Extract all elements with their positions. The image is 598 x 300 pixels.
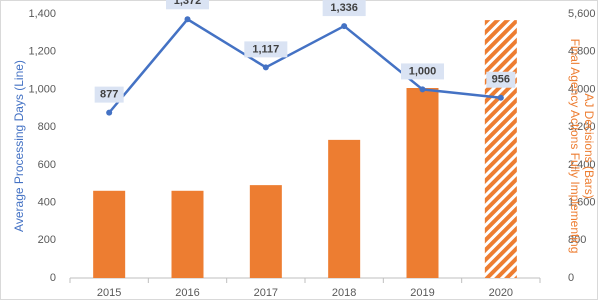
data-label: 1,000 <box>401 63 444 80</box>
y2-tick-label: 4,000 <box>568 83 596 95</box>
data-label-box <box>401 63 444 80</box>
point <box>419 86 426 93</box>
data-label-box <box>94 86 124 103</box>
data-label-box <box>486 71 516 88</box>
data-label-text: 1,372 <box>174 0 202 7</box>
y-tick-label: 800 <box>38 121 56 133</box>
data-label-box <box>166 0 209 10</box>
x-tick-label: 2018 <box>332 287 356 299</box>
point <box>497 94 504 101</box>
y2-tick-label: 800 <box>568 234 586 246</box>
data-label: 1,117 <box>244 41 288 58</box>
y-tick-label: 600 <box>38 159 56 171</box>
data-label-box <box>244 41 288 58</box>
data-label: 877 <box>94 86 124 103</box>
y-axis-label: Average Processing Days (Line) <box>12 60 26 232</box>
y2-tick-label: 5,600 <box>568 8 596 20</box>
data-label-box <box>322 0 366 17</box>
y2-tick-label: 1,600 <box>568 196 596 208</box>
data-label: 1,336 <box>322 0 366 17</box>
data-label-text: 1,117 <box>252 43 279 55</box>
data-label-text: 877 <box>100 89 118 101</box>
point <box>106 109 113 116</box>
y-tick-label: 1,200 <box>28 46 56 58</box>
bar <box>93 190 126 278</box>
bar <box>484 20 517 278</box>
y2-tick-label: 3,200 <box>568 121 596 133</box>
y-tick-label: 200 <box>38 234 56 246</box>
y2-tick-label: 2,400 <box>568 159 596 171</box>
y-tick-label: 1,000 <box>28 83 56 95</box>
x-tick-label: 2020 <box>489 287 513 299</box>
point <box>341 23 348 30</box>
data-label-text: 956 <box>492 74 510 86</box>
x-tick-label: 2017 <box>254 287 278 299</box>
data-label-text: 1,336 <box>330 2 358 14</box>
data-label: 1,372 <box>166 0 209 10</box>
x-tick-label: 2016 <box>175 287 199 299</box>
y2-axis-label: AJ Decisions (Bars) <box>582 93 596 198</box>
line <box>108 17 501 114</box>
y-tick-label: 1,400 <box>28 8 56 20</box>
bar <box>406 88 439 278</box>
y2-tick-label: 0 <box>568 272 574 284</box>
x-tick-label: 2015 <box>97 287 121 299</box>
bar <box>249 185 282 278</box>
data-label-text: 1,000 <box>409 65 437 77</box>
bar <box>328 139 361 278</box>
data-label: 956 <box>486 71 516 88</box>
y-tick-label: 0 <box>50 272 56 284</box>
y2-axis-label: Final Agency Actions Fully Implementing <box>568 39 582 254</box>
y2-tick-label: 4,800 <box>568 46 596 58</box>
bar <box>171 190 204 278</box>
point <box>262 64 269 71</box>
y-tick-label: 400 <box>38 196 56 208</box>
x-tick-label: 2019 <box>410 287 434 299</box>
point <box>184 16 191 23</box>
